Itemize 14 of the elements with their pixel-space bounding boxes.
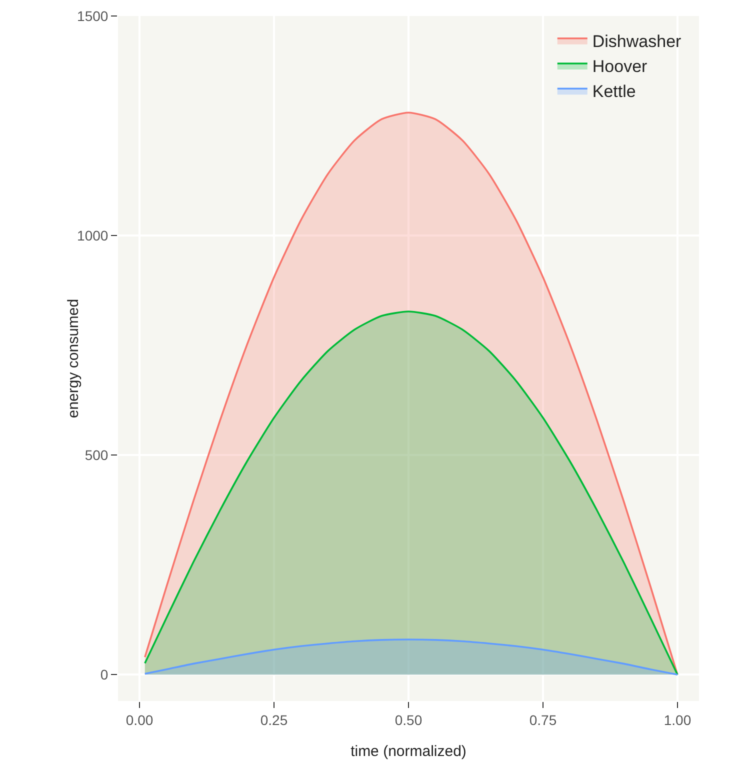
legend-label: Kettle [592, 82, 636, 102]
x-axis-title: time (normalized) [350, 743, 466, 760]
y-tick-label: 1500 [77, 8, 108, 24]
legend-label: Hoover [592, 57, 648, 76]
legend-label: Dishwasher [592, 32, 682, 52]
x-tick-label: 0.25 [260, 712, 288, 728]
y-tick-label: 500 [84, 447, 108, 463]
x-tick-label: 0.50 [394, 712, 422, 728]
x-tick-label: 0.00 [126, 712, 154, 728]
y-tick-label: 1000 [77, 227, 108, 244]
y-axis-title: energy consumed [65, 298, 82, 418]
x-tick-label: 0.75 [529, 712, 557, 728]
y-tick-label: 0 [100, 666, 108, 683]
x-tick-label: 1.00 [664, 712, 692, 728]
